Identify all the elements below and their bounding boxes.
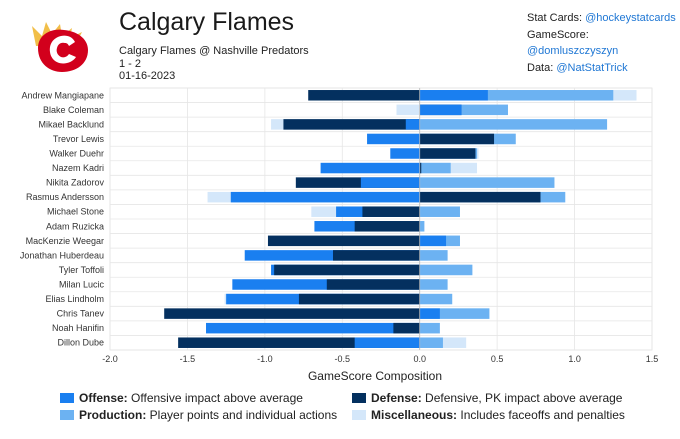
legend-offense-swatch xyxy=(60,393,74,403)
player-label: Nikita Zadorov xyxy=(46,178,105,188)
bar-defense-jonathan-huberdeau xyxy=(332,250,420,261)
bar-production-nazem-kadri xyxy=(419,162,451,174)
x-tick-label: 1.0 xyxy=(568,354,581,364)
bar-offense-mackenzie-weegar xyxy=(419,235,447,247)
bar-defense-nikita-zadorov xyxy=(295,177,420,188)
legend-defense: Defense: Defensive, PK impact above aver… xyxy=(352,391,622,405)
player-label: Elias Lindholm xyxy=(45,294,104,304)
bar-defense-tyler-toffoli xyxy=(274,264,420,276)
bar-production-adam-ruzicka xyxy=(419,221,425,232)
bar-production-noah-hanifin xyxy=(419,322,440,334)
player-label: Tyler Toffoli xyxy=(59,265,104,275)
player-label: Nazem Kadri xyxy=(52,163,104,173)
bar-offense-nikita-zadorov xyxy=(360,177,420,188)
player-label: Michael Stone xyxy=(47,207,104,217)
bar-offense-dillon-dube xyxy=(354,337,420,348)
bar-offense-andrew-mangiapane xyxy=(419,90,488,101)
bar-offense-walker-duehr xyxy=(390,148,420,159)
player-label: Chris Tanev xyxy=(57,309,105,319)
page-title: Calgary Flames xyxy=(119,8,295,36)
x-tick-label: 1.5 xyxy=(646,354,659,364)
bar-production-nikita-zadorov xyxy=(419,177,555,188)
legend-offense: Offense: Offensive impact above average xyxy=(60,391,303,405)
player-label: Milan Lucic xyxy=(59,280,105,290)
credit-gamescore: GameScore: @domluszczyszyn xyxy=(527,28,619,58)
x-tick-label: -1.0 xyxy=(257,354,273,364)
bar-defense-andrew-mangiapane xyxy=(308,90,420,101)
bar-defense-trevor-lewis xyxy=(419,133,495,145)
bar-offense-blake-coleman xyxy=(419,104,462,116)
player-label: Jonathan Huberdeau xyxy=(20,250,104,260)
legend-defense-swatch xyxy=(352,393,366,403)
bar-defense-michael-stone xyxy=(362,206,420,217)
bar-defense-adam-ruzicka xyxy=(354,221,420,232)
x-tick-label: -2.0 xyxy=(102,354,118,364)
player-label: Mikael Backlund xyxy=(38,119,104,129)
bar-offense-mikael-backlund xyxy=(405,119,420,130)
player-label: Rasmus Andersson xyxy=(26,192,104,202)
bar-offense-trevor-lewis xyxy=(367,133,420,145)
x-tick-label: -0.5 xyxy=(335,354,351,364)
game-score: 1 - 2 xyxy=(119,58,142,70)
bar-production-chris-tanev xyxy=(419,308,490,319)
player-label: Blake Coleman xyxy=(43,105,104,115)
logo-flame-body xyxy=(38,29,88,72)
bar-production-blake-coleman xyxy=(419,104,508,116)
bar-production-tyler-toffoli xyxy=(419,264,473,276)
player-label: Adam Ruzicka xyxy=(46,221,104,231)
legend-production-swatch xyxy=(60,410,74,420)
player-label: Trevor Lewis xyxy=(53,134,105,144)
player-label: Noah Hanifin xyxy=(52,323,104,333)
bar-production-andrew-mangiapane xyxy=(419,90,614,101)
credit-link-stat-cards[interactable]: @hockeystatcards xyxy=(585,12,676,24)
bar-defense-noah-hanifin xyxy=(393,322,420,334)
bar-production-dillon-dube xyxy=(419,337,443,348)
credit-link-gamescore[interactable]: @domluszczyszyn xyxy=(527,45,619,57)
logo-c-letter xyxy=(49,35,76,64)
bar-offense-nazem-kadri xyxy=(320,162,420,174)
credit-stat-cards: Stat Cards: @hockeystatcards xyxy=(527,12,676,24)
bar-production-mikael-backlund xyxy=(419,119,608,130)
bar-defense-dillon-dube xyxy=(178,337,420,348)
bar-production-milan-lucic xyxy=(419,279,448,290)
bar-defense-elias-lindholm xyxy=(298,293,420,305)
bar-offense-noah-hanifin xyxy=(206,322,420,334)
credit-link-data[interactable]: @NatStatTrick xyxy=(556,61,628,74)
bar-defense-milan-lucic xyxy=(326,279,420,290)
credits: Stat Cards: @hockeystatcards GameScore: … xyxy=(527,10,680,76)
bar-defense-mikael-backlund xyxy=(283,119,420,130)
bar-offense-jonathan-huberdeau xyxy=(244,250,420,261)
legend-misc-swatch xyxy=(352,410,366,420)
bar-offense-milan-lucic xyxy=(232,279,420,290)
bar-offense-chris-tanev xyxy=(419,308,440,319)
player-label: Walker Duehr xyxy=(49,149,104,159)
player-label: MacKenzie Weegar xyxy=(26,236,104,246)
bar-defense-walker-duehr xyxy=(419,148,476,159)
bar-defense-chris-tanev xyxy=(164,308,420,319)
x-axis-label: GameScore Composition xyxy=(308,369,442,383)
bar-misc-blake-coleman xyxy=(396,104,420,116)
game-date: 01-16-2023 xyxy=(119,70,176,82)
credit-data: Data: @NatStatTrick xyxy=(527,61,628,74)
bar-defense-mackenzie-weegar xyxy=(267,235,420,247)
x-tick-label: 0.5 xyxy=(491,354,504,364)
bar-production-elias-lindholm xyxy=(419,293,453,305)
bar-production-jonathan-huberdeau xyxy=(419,250,448,261)
player-label: Andrew Mangiapane xyxy=(21,90,104,100)
bar-production-michael-stone xyxy=(419,206,460,217)
x-tick-label: -1.5 xyxy=(180,354,196,364)
bar-defense-nazem-kadri xyxy=(419,162,422,174)
bar-offense-rasmus-andersson xyxy=(230,191,420,203)
legend-misc: Miscellaneous: Includes faceoffs and pen… xyxy=(352,408,625,422)
calgary-flames-logo xyxy=(32,22,88,72)
player-label: Dillon Dube xyxy=(57,338,104,348)
x-tick-label: 0.0 xyxy=(413,354,426,364)
bar-defense-rasmus-andersson xyxy=(419,191,541,203)
game-matchup: Calgary Flames @ Nashville Predators xyxy=(119,45,309,57)
legend-production: Production: Player points and individual… xyxy=(60,408,337,422)
